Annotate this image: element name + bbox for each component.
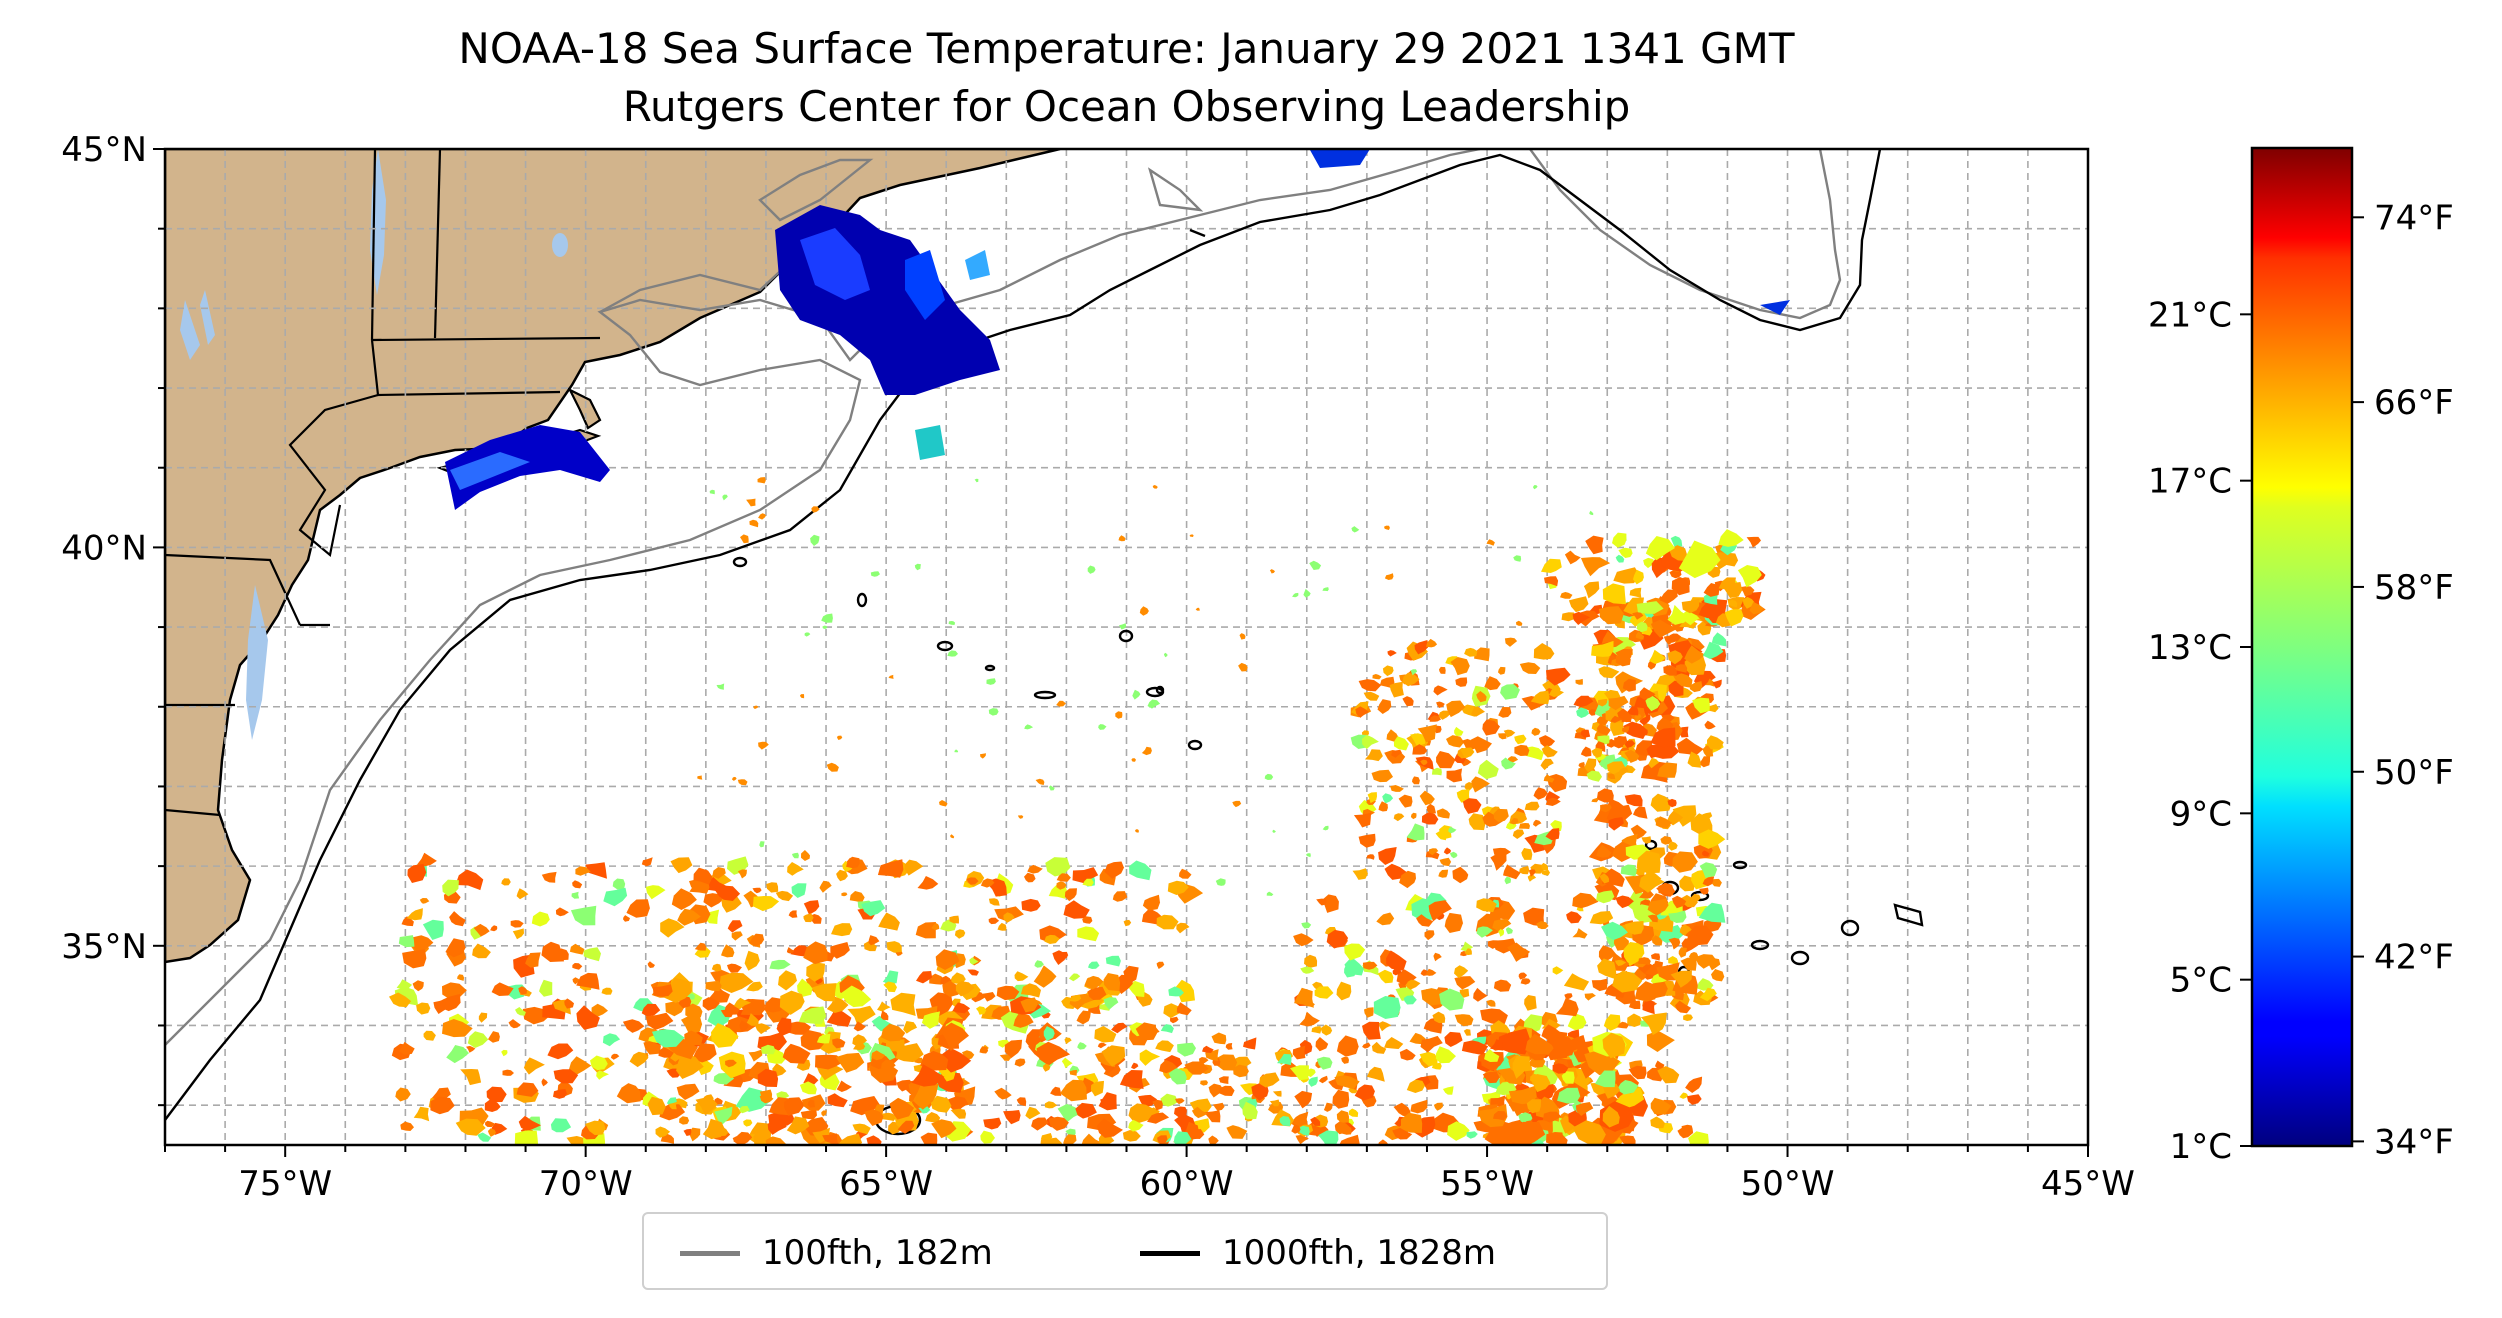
celsius-tick-label: 17°C — [2148, 462, 2232, 502]
map-title: NOAA-18 Sea Surface Temperature: January… — [458, 24, 1795, 73]
sst-cold-water — [445, 149, 1790, 510]
latitude-ticks: 45°N 40°N 35°N — [61, 130, 165, 1107]
legend-label-1000fth: 1000fth, 1828m — [1222, 1233, 1497, 1273]
lon-tick-label: 75°W — [238, 1164, 332, 1204]
lake-winnipesaukee — [552, 233, 568, 257]
celsius-tick-label: 13°C — [2148, 628, 2232, 668]
lat-tick-label: 35°N — [61, 927, 147, 967]
lon-tick-label: 70°W — [539, 1164, 633, 1204]
celsius-tick-label: 9°C — [2170, 794, 2232, 834]
colorbar-ticks: 21°C 17°C 13°C 9°C 5°C 1°C 74°F 66°F 58°F 50°F 42°… — [2148, 198, 2454, 1167]
fahrenheit-tick-label: 74°F — [2374, 198, 2454, 238]
longitude-ticks: 75°W 70°W 65°W 60°W 55°W 50°W 45°W — [164, 1145, 2135, 1204]
lon-tick-label: 50°W — [1741, 1164, 1835, 1204]
lon-tick-label: 65°W — [839, 1164, 933, 1204]
legend-line-black — [1140, 1250, 1200, 1256]
lon-tick-label: 60°W — [1140, 1164, 1234, 1204]
fahrenheit-tick-label: 34°F — [2374, 1122, 2454, 1162]
legend-item-100fth: 100fth, 182m — [680, 1214, 993, 1292]
colorbar: 21°C 17°C 13°C 9°C 5°C 1°C 74°F 66°F 58°F 50°F 42°… — [2148, 146, 2454, 1167]
legend-line-gray — [680, 1250, 740, 1256]
fahrenheit-tick-label: 58°F — [2374, 568, 2454, 608]
map-subtitle: Rutgers Center for Ocean Observing Leade… — [622, 82, 1631, 131]
lon-tick-label: 55°W — [1440, 1164, 1534, 1204]
celsius-tick-label: 5°C — [2170, 961, 2232, 1001]
fahrenheit-tick-label: 66°F — [2374, 383, 2454, 423]
colorbar-gradient — [2250, 146, 2354, 1148]
lon-tick-label: 45°W — [2041, 1164, 2135, 1204]
sst-warm-water — [389, 477, 1766, 1145]
finger-lakes — [180, 290, 215, 360]
cape-cod — [567, 387, 602, 430]
legend-label-100fth: 100fth, 182m — [762, 1233, 993, 1273]
fahrenheit-tick-label: 42°F — [2374, 938, 2454, 978]
lat-tick-label: 40°N — [61, 528, 147, 568]
chesapeake-bay — [246, 585, 268, 740]
map-panel — [165, 149, 2088, 1145]
celsius-tick-label: 21°C — [2148, 295, 2232, 335]
celsius-tick-label: 1°C — [2170, 1127, 2232, 1167]
isobath-legend: 100fth, 182m 1000fth, 1828m — [642, 1212, 1608, 1290]
fahrenheit-tick-label: 50°F — [2374, 753, 2454, 793]
lat-tick-label: 45°N — [61, 130, 147, 170]
legend-item-1000fth: 1000fth, 1828m — [1140, 1214, 1496, 1292]
